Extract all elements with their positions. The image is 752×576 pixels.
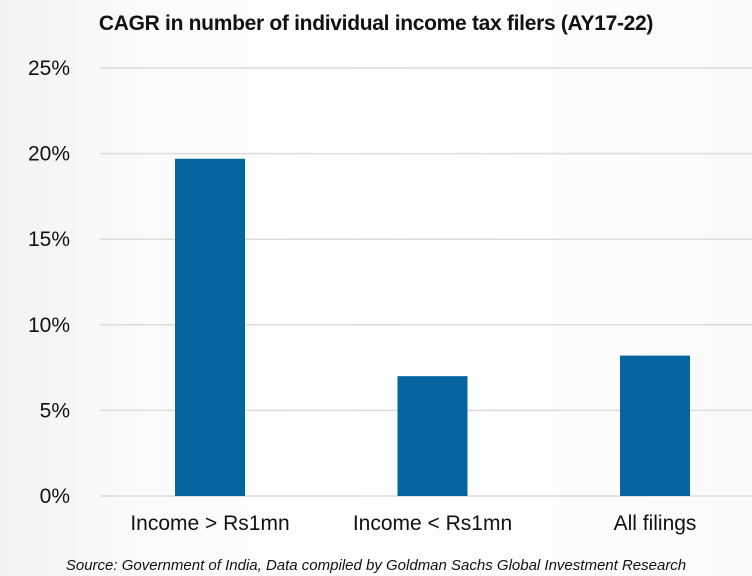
x-tick-label: All filings bbox=[614, 512, 697, 535]
y-tick-label: 15% bbox=[28, 228, 70, 251]
y-tick-label: 5% bbox=[40, 399, 70, 422]
x-tick-label: Income > Rs1mn bbox=[130, 512, 289, 535]
bar bbox=[620, 355, 690, 496]
bar bbox=[397, 376, 468, 496]
y-tick-label: 0% bbox=[40, 485, 70, 508]
source-note: Source: Government of India, Data compil… bbox=[65, 557, 687, 574]
y-tick-label: 10% bbox=[28, 314, 70, 337]
chart-title: CAGR in number of individual income tax … bbox=[98, 12, 654, 35]
y-tick-label: 20% bbox=[28, 143, 70, 166]
bar bbox=[175, 158, 245, 496]
y-tick-label: 25% bbox=[28, 57, 70, 80]
x-tick-label: Income < Rs1mn bbox=[353, 512, 512, 535]
